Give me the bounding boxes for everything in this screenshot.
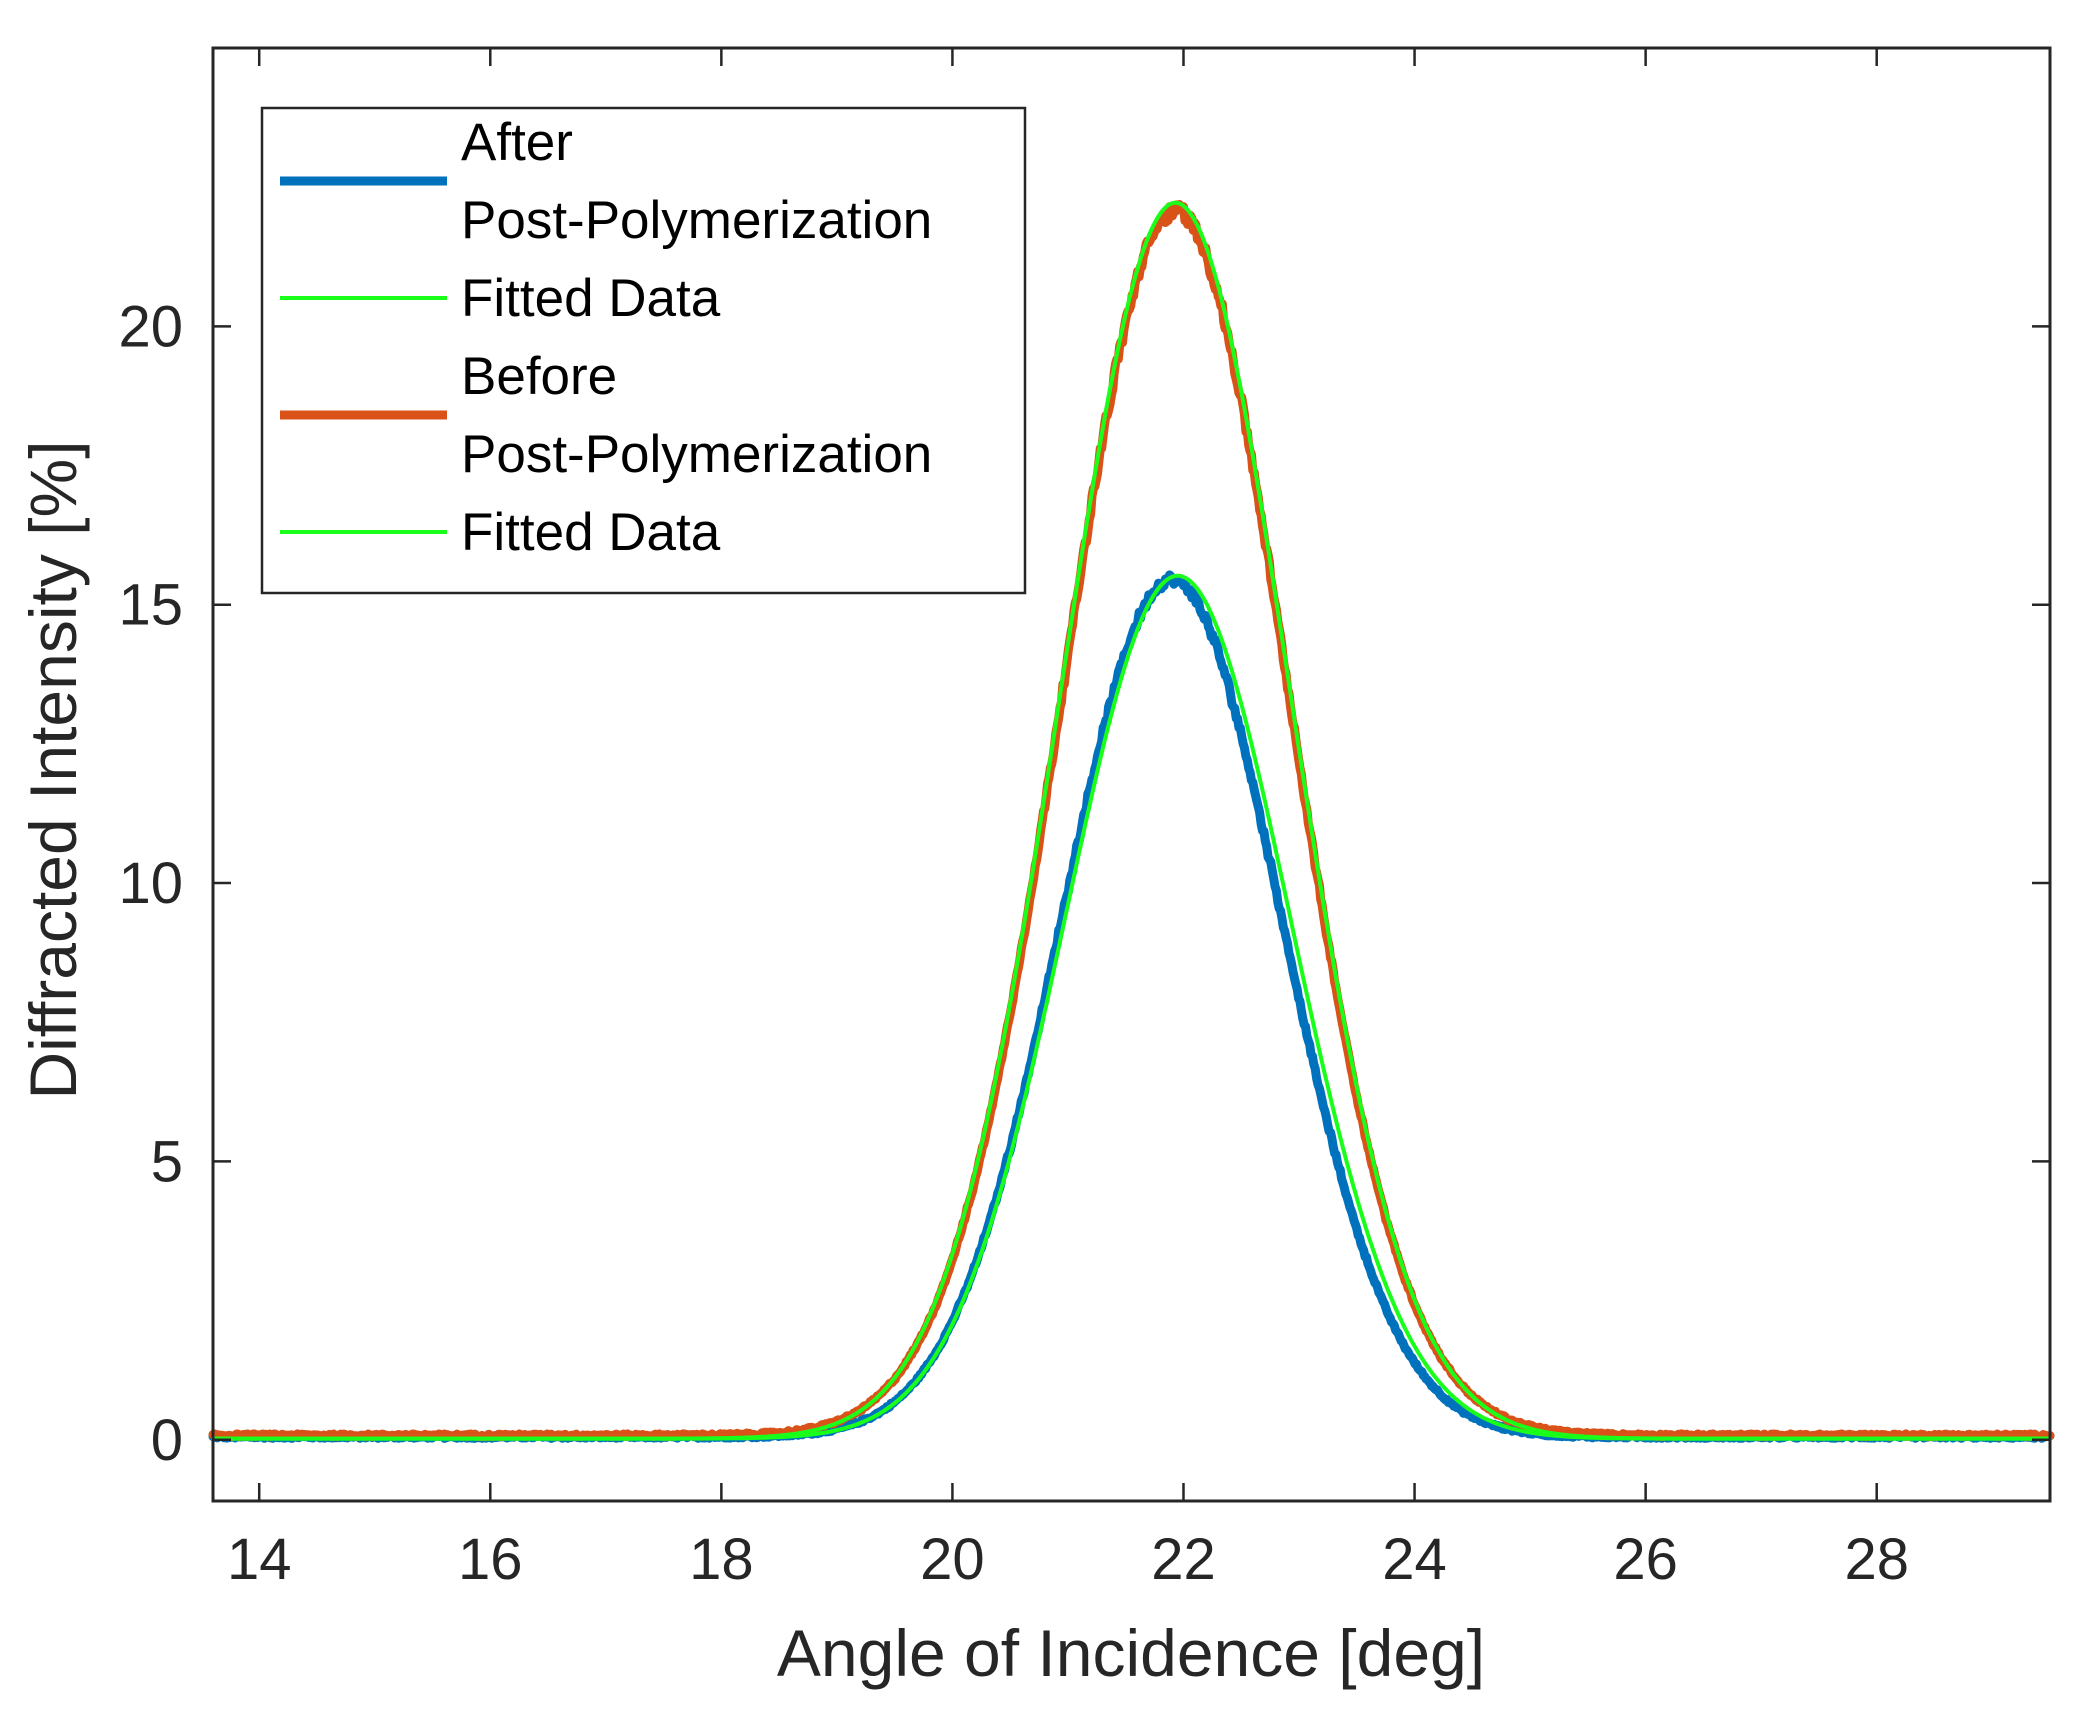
plot-frame [211,46,2052,1503]
x-tick-label: 14 [227,1527,292,1592]
plot-lines [208,200,2055,1443]
x-tick-label: 24 [1382,1527,1447,1592]
legend-box [260,106,1027,595]
y-tick-label: 5 [151,1129,183,1194]
y-tick-label: 20 [118,294,183,359]
x-axis-label: Angle of Incidence [deg] [777,1616,1485,1690]
legend-label-2: Fitted Data [461,269,721,328]
legend-entries: After Post-Polymerization Fitted Data Befor… [280,113,932,562]
x-tick-label: 16 [458,1527,523,1592]
legend-label-1: Post-Polymerization [461,191,932,250]
series-line-3 [208,200,2055,1442]
series-line-4 [211,200,2052,1441]
x-tick-label: 20 [920,1527,985,1592]
y-tick-label: 0 [151,1408,183,1473]
x-tick-label: 18 [689,1527,754,1592]
tick-labels: 14 16 18 20 22 24 26 28 0 5 10 15 20 [118,294,1908,1592]
legend-label-4: Fitted Data [461,503,721,562]
legend-label-1: After [461,113,573,172]
legend: After Post-Polymerization Fitted Data Befor… [260,106,1027,595]
axis-ticks [213,48,2050,1501]
y-tick-label: 10 [118,851,183,916]
x-tick-label: 28 [1844,1527,1909,1592]
y-axis-label: Diffracted Intensity [%] [16,440,90,1099]
legend-label-3: Before [461,347,617,406]
x-tick-label: 22 [1151,1527,1216,1592]
legend-label-3: Post-Polymerization [461,425,932,484]
y-tick-label: 15 [118,573,183,638]
x-tick-label: 26 [1613,1527,1678,1592]
